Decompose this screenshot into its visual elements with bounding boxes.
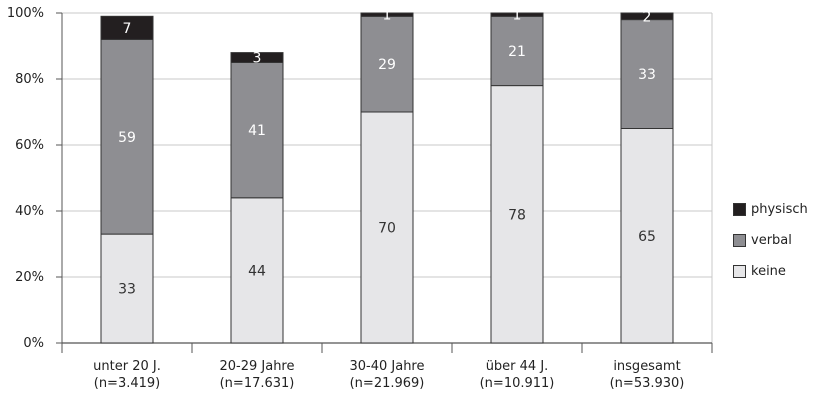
bar-value-label: 3	[253, 51, 262, 67]
y-tick-label: 100%	[7, 6, 44, 21]
x-category-sample-size: (n=17.631)	[220, 376, 295, 391]
bar-segment-keine	[360, 111, 414, 344]
bar-segment-keine	[230, 197, 284, 344]
x-category-sample-size: (n=53.930)	[610, 376, 685, 391]
x-category-label: 30-40 Jahre	[349, 359, 424, 374]
category-labels: unter 20 J. (n=3.419) 20-29 Jahre (n=17.631…	[93, 359, 684, 391]
legend-swatch-keine	[733, 265, 746, 278]
x-category-label: unter 20 J.	[93, 359, 161, 374]
x-category-label: insgesamt	[613, 359, 680, 374]
bar-segment-verbal	[490, 15, 544, 87]
bars: 33 59 7 44 41 3 70 29 1 78 21 1 65 33 2	[100, 8, 674, 344]
x-category-sample-size: (n=21.969)	[350, 376, 425, 391]
bar-value-label: 78	[508, 207, 526, 223]
y-tick-label: 80%	[15, 72, 44, 87]
legend-label-physisch: physisch	[751, 202, 808, 217]
y-tick-label: 0%	[23, 336, 44, 351]
bar-value-label: 1	[383, 8, 392, 24]
bar-segment-verbal	[100, 38, 154, 235]
bar-value-label: 70	[378, 221, 396, 237]
legend-label-verbal: verbal	[751, 233, 792, 248]
legend-item-verbal: verbal	[733, 233, 808, 248]
bar-segment-verbal	[230, 62, 284, 199]
bar-segment-physisch	[360, 12, 414, 17]
legend-item-physisch: physisch	[733, 202, 808, 217]
legend-label-keine: keine	[751, 264, 786, 279]
bar-segment-physisch	[490, 12, 544, 17]
bar-value-label: 1	[513, 8, 522, 24]
legend-item-keine: keine	[733, 264, 808, 279]
bar-value-label: 2	[643, 9, 652, 25]
bar-value-label: 44	[248, 263, 266, 279]
bar-value-label: 33	[638, 67, 656, 83]
bar-value-label: 7	[123, 21, 132, 37]
bar-segment-physisch	[620, 12, 674, 21]
y-tick-label: 40%	[15, 204, 44, 219]
bar-value-label: 65	[638, 229, 656, 245]
x-category-label: über 44 J.	[486, 359, 549, 374]
bar-value-label: 29	[378, 57, 396, 73]
x-category-sample-size: (n=3.419)	[94, 376, 161, 391]
x-category-sample-size: (n=10.911)	[480, 376, 555, 391]
bar-segment-physisch	[230, 52, 284, 63]
bar-value-label: 33	[118, 282, 136, 298]
bar-value-label: 41	[248, 123, 266, 139]
legend: physisch verbal keine	[733, 202, 808, 295]
y-tick-label: 20%	[15, 270, 44, 285]
bar-segment-keine	[490, 85, 544, 344]
legend-swatch-verbal	[733, 234, 746, 247]
bar-segment-physisch	[100, 15, 154, 40]
y-tick-label: 60%	[15, 138, 44, 153]
bar-segment-keine	[620, 128, 674, 344]
bar-segment-verbal	[360, 15, 414, 113]
bar-segment-keine	[100, 233, 154, 344]
bar-value-label: 59	[118, 130, 136, 146]
x-category-label: 20-29 Jahre	[219, 359, 294, 374]
bar-value-label: 21	[508, 44, 526, 60]
bar-segment-verbal	[620, 19, 674, 130]
legend-swatch-physisch	[733, 203, 746, 216]
